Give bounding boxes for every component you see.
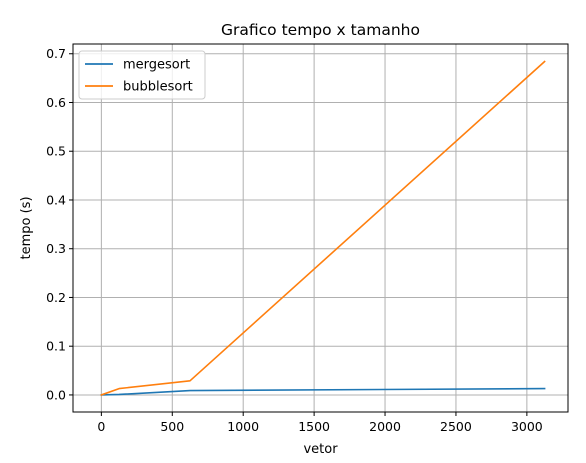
y-tick-label: 0.4 [46,192,66,207]
x-tick-label: 1000 [227,419,259,434]
x-tick-label: 0 [97,419,105,434]
x-tick-label: 2000 [369,419,401,434]
legend-entry-bubblesort: bubblesort [123,80,193,95]
x-tick-label: 3000 [511,419,543,434]
x-tick-label: 500 [160,419,184,434]
x-axis-label: vetor [303,442,338,457]
legend-box [78,50,206,100]
ticks: 0 500 1000 1500 2000 2500 3000 0.0 0.1 0.2 0.3 0.4 0… [46,46,543,434]
y-tick-label: 0.3 [46,241,66,256]
x-tick-label: 1500 [298,419,330,434]
y-tick-label: 0.2 [46,290,66,305]
legend: mergesort bubblesort [78,50,206,100]
chart-title: Grafico tempo x tamanho [221,21,420,39]
y-tick-label: 0.6 [46,95,66,110]
y-tick-label: 0.5 [46,144,66,159]
x-tick-label: 2500 [440,419,472,434]
series-layer [100,60,546,396]
y-tick-label: 0.0 [46,387,66,402]
plot-frame [72,43,569,413]
y-tick-label: 0.7 [46,46,66,61]
grid [73,44,568,412]
legend-entry-mergesort: mergesort [123,58,190,73]
y-tick-label: 0.1 [46,339,66,354]
series-line-bubblesort [100,60,546,396]
y-axis-label: tempo (s) [19,196,34,259]
series-line-mergesort [100,387,546,396]
